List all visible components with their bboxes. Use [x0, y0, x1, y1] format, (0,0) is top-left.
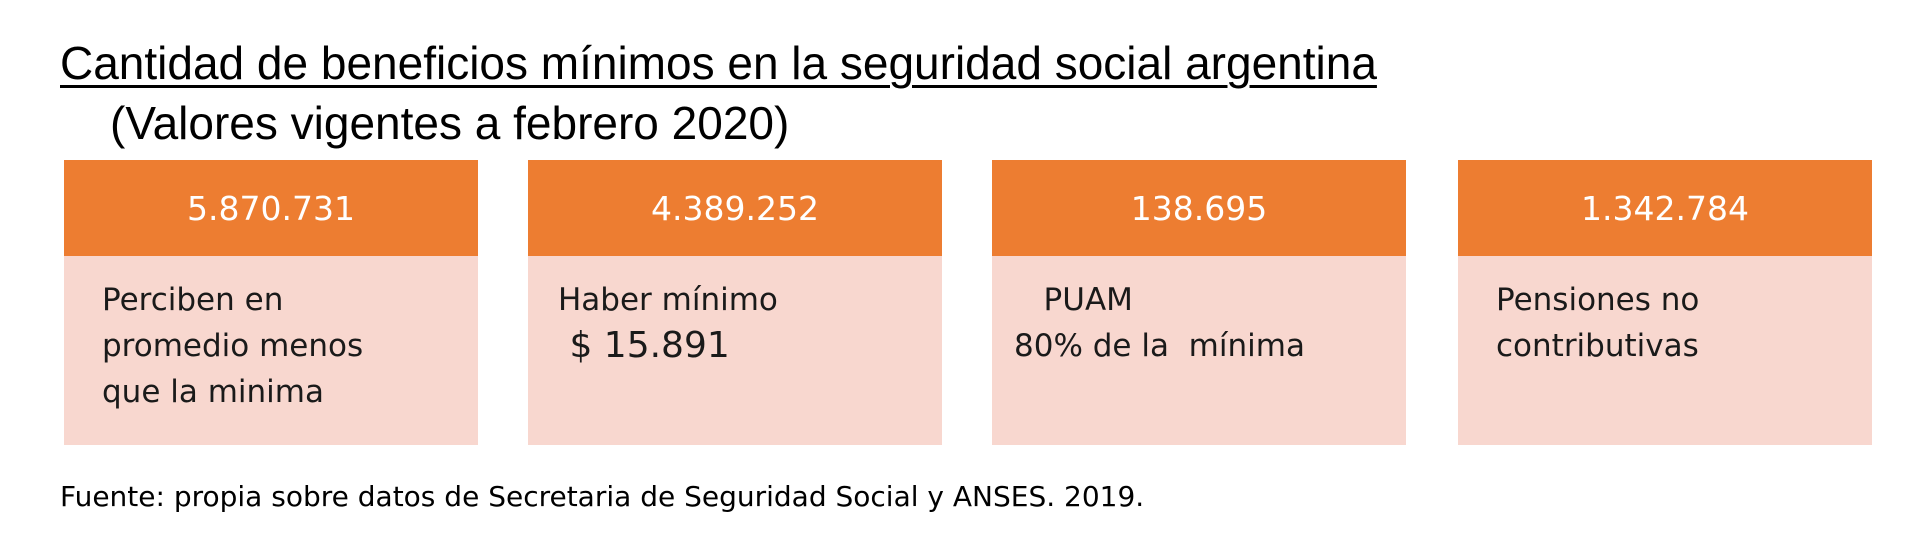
benefit-description: Perciben en promedio menos que la minima: [102, 277, 468, 415]
benefit-card: 138.695 PUAM 80% de la mínima: [992, 160, 1406, 445]
benefit-card: 5.870.731 Perciben en promedio menos que…: [64, 160, 478, 445]
description-line: PUAM: [1014, 282, 1133, 318]
benefit-description: Pensiones no contributivas: [1496, 277, 1862, 369]
source-note: Fuente: propia sobre datos de Secretaria…: [60, 480, 1145, 513]
page-title: Cantidad de beneficios mínimos en la seg…: [60, 37, 1377, 89]
description-line: promedio menos: [102, 328, 364, 364]
benefit-description: PUAM 80% de la mínima: [1014, 277, 1396, 369]
benefit-description: Haber mínimo $ 15.891: [558, 277, 932, 369]
benefit-card: 4.389.252 Haber mínimo $ 15.891: [528, 160, 942, 445]
description-line: Pensiones no: [1496, 282, 1700, 318]
description-line: contributivas: [1496, 328, 1699, 364]
description-line: que la minima: [102, 374, 324, 410]
benefit-count: 4.389.252: [528, 160, 942, 256]
page-subtitle: (Valores vigentes a febrero 2020): [110, 97, 790, 149]
benefit-card: 1.342.784 Pensiones no contributivas: [1458, 160, 1872, 445]
description-line: Haber mínimo: [558, 282, 778, 318]
benefit-count: 1.342.784: [1458, 160, 1872, 256]
description-line: $ 15.891: [558, 325, 730, 366]
description-line: Perciben en: [102, 282, 284, 318]
description-line: 80% de la mínima: [1014, 328, 1305, 364]
benefit-count: 5.870.731: [64, 160, 478, 256]
benefit-count: 138.695: [992, 160, 1406, 256]
